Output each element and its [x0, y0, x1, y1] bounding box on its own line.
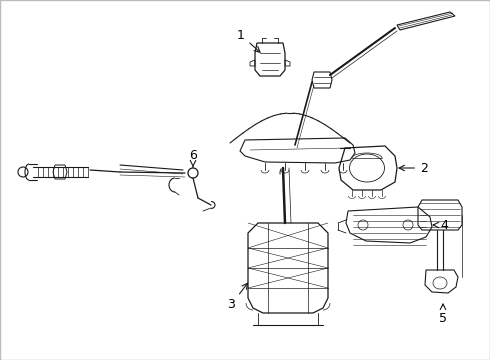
Text: 5: 5 [439, 304, 447, 324]
Text: 1: 1 [237, 28, 260, 52]
Text: 4: 4 [433, 219, 448, 231]
Text: 3: 3 [227, 283, 247, 311]
Text: 6: 6 [189, 149, 197, 167]
Text: 2: 2 [399, 162, 428, 175]
